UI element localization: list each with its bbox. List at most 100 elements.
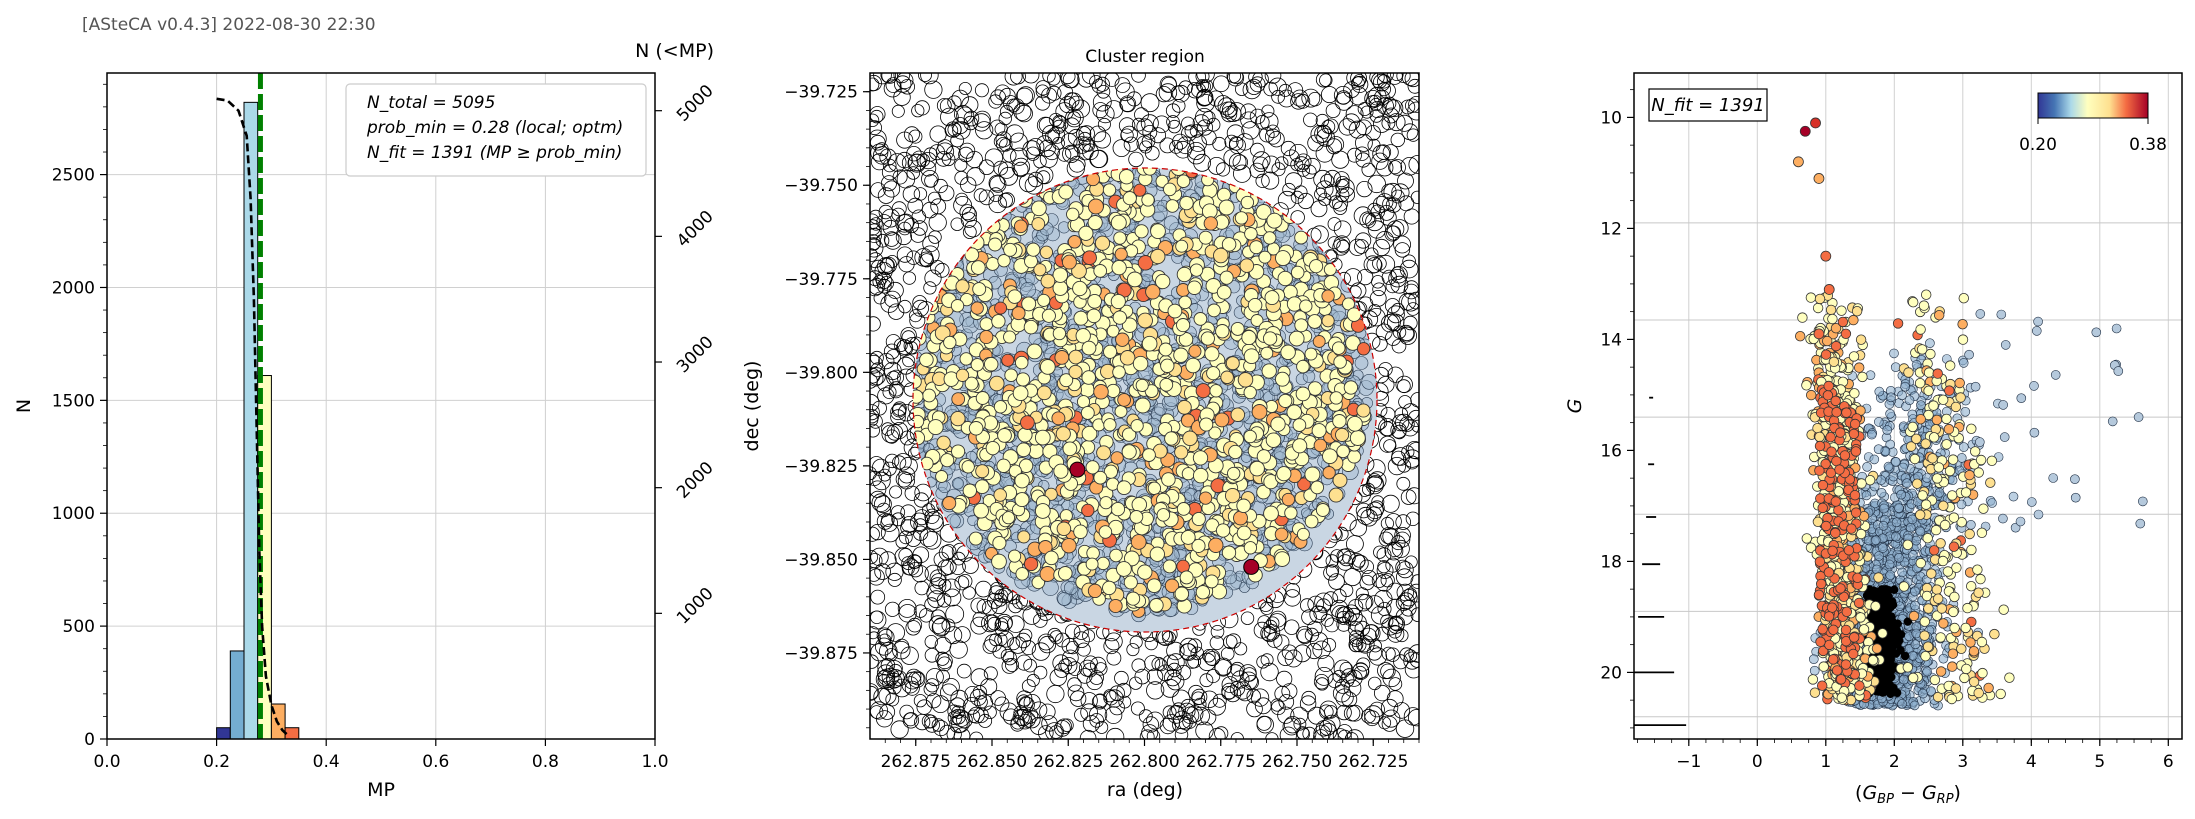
member-star xyxy=(1041,308,1056,323)
field-star xyxy=(1319,73,1333,87)
field-star xyxy=(1092,92,1112,112)
field-star xyxy=(1318,192,1332,206)
cmd-non-member xyxy=(1876,487,1887,498)
field-star xyxy=(886,669,905,688)
field-star xyxy=(1146,729,1161,739)
member-star xyxy=(1264,290,1280,306)
field-star xyxy=(1073,624,1089,640)
field-star xyxy=(1233,681,1252,700)
field-star xyxy=(998,111,1013,126)
member-star xyxy=(1001,511,1016,525)
field-star xyxy=(1250,142,1265,158)
field-star xyxy=(1131,73,1146,83)
field-star xyxy=(1394,526,1411,544)
field-star xyxy=(1172,84,1190,103)
member-star xyxy=(1270,416,1286,432)
field-star xyxy=(1240,103,1257,120)
field-star xyxy=(1391,447,1410,466)
member-star xyxy=(994,301,1008,315)
member-star xyxy=(961,460,975,474)
field-star xyxy=(997,192,1013,208)
field-star xyxy=(1227,102,1246,121)
field-star xyxy=(906,554,922,569)
field-star xyxy=(907,562,924,578)
field-star xyxy=(1212,693,1227,708)
field-star xyxy=(922,530,942,550)
member-star xyxy=(1256,449,1272,464)
field-star xyxy=(1343,679,1362,697)
field-star xyxy=(870,77,880,92)
field-star xyxy=(1013,161,1029,178)
field-star xyxy=(914,580,930,596)
field-star xyxy=(961,96,979,114)
field-star xyxy=(870,550,878,565)
field-star xyxy=(878,551,897,569)
field-stars xyxy=(870,73,1419,739)
field-star xyxy=(952,709,970,727)
member-star xyxy=(1118,169,1135,185)
field-star xyxy=(1407,78,1419,94)
field-star xyxy=(1307,706,1326,725)
field-star xyxy=(939,724,956,739)
field-star xyxy=(938,185,955,202)
field-star xyxy=(1395,595,1412,611)
field-star xyxy=(870,120,882,136)
member-star xyxy=(1261,363,1277,379)
member-star xyxy=(1111,259,1127,276)
field-star xyxy=(1082,715,1101,733)
member-star xyxy=(1004,368,1018,382)
field-star xyxy=(1078,125,1095,142)
field-star xyxy=(1215,162,1231,177)
member-star xyxy=(1056,521,1072,537)
field-star xyxy=(881,424,900,444)
field-star xyxy=(1158,83,1178,102)
histogram-y2label: N (<MP) xyxy=(635,40,714,62)
cluster-x-tick-label: 262.775 xyxy=(1186,752,1256,772)
field-star xyxy=(1371,73,1388,89)
field-star xyxy=(1397,458,1412,473)
field-star xyxy=(877,387,895,405)
field-star xyxy=(1268,77,1287,96)
field-star xyxy=(1370,605,1390,625)
member-star xyxy=(1185,357,1201,374)
field-star xyxy=(1200,709,1217,726)
field-star xyxy=(1131,117,1146,132)
field-star xyxy=(1395,607,1414,626)
field-star xyxy=(1285,582,1300,598)
field-star xyxy=(1289,143,1308,163)
member-star xyxy=(1039,245,1054,259)
member-star xyxy=(1321,314,1335,328)
field-star xyxy=(1348,553,1366,570)
member-star xyxy=(1209,384,1223,398)
field-star xyxy=(1011,157,1031,177)
field-star xyxy=(1364,710,1380,727)
field-star xyxy=(1377,375,1395,394)
field-star xyxy=(1259,112,1279,131)
cmd-non-member xyxy=(1987,498,1997,508)
member-star xyxy=(1227,466,1241,481)
member-star xyxy=(1109,548,1123,563)
field-star xyxy=(1365,476,1384,495)
member-star xyxy=(1061,537,1077,554)
field-star xyxy=(1325,564,1340,578)
member-star xyxy=(1225,356,1240,371)
field-star xyxy=(1109,685,1125,701)
field-star xyxy=(1381,494,1400,513)
field-star xyxy=(920,245,940,265)
field-star xyxy=(1170,85,1186,100)
field-star xyxy=(962,225,977,240)
field-star xyxy=(1306,642,1323,660)
field-star xyxy=(1306,620,1323,637)
field-star xyxy=(1010,147,1029,166)
field-star xyxy=(1373,545,1387,559)
field-star xyxy=(1335,175,1350,190)
field-star xyxy=(993,592,1008,607)
field-star xyxy=(924,508,940,524)
field-star xyxy=(1089,125,1107,143)
member-star xyxy=(1110,293,1126,310)
field-star xyxy=(996,136,1011,152)
field-star xyxy=(1152,115,1171,134)
field-star xyxy=(884,648,898,662)
field-star xyxy=(888,381,904,397)
field-star xyxy=(1403,208,1419,225)
